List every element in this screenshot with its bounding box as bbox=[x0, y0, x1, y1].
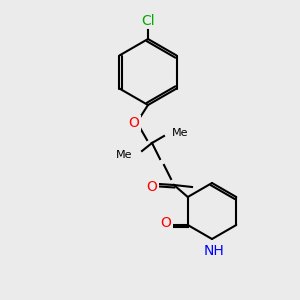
Text: NH: NH bbox=[204, 244, 224, 258]
Text: Cl: Cl bbox=[141, 14, 155, 28]
Text: Me: Me bbox=[172, 128, 188, 138]
Text: O: O bbox=[129, 116, 140, 130]
Text: O: O bbox=[160, 216, 171, 230]
Text: O: O bbox=[147, 180, 158, 194]
Text: Me: Me bbox=[116, 150, 132, 160]
